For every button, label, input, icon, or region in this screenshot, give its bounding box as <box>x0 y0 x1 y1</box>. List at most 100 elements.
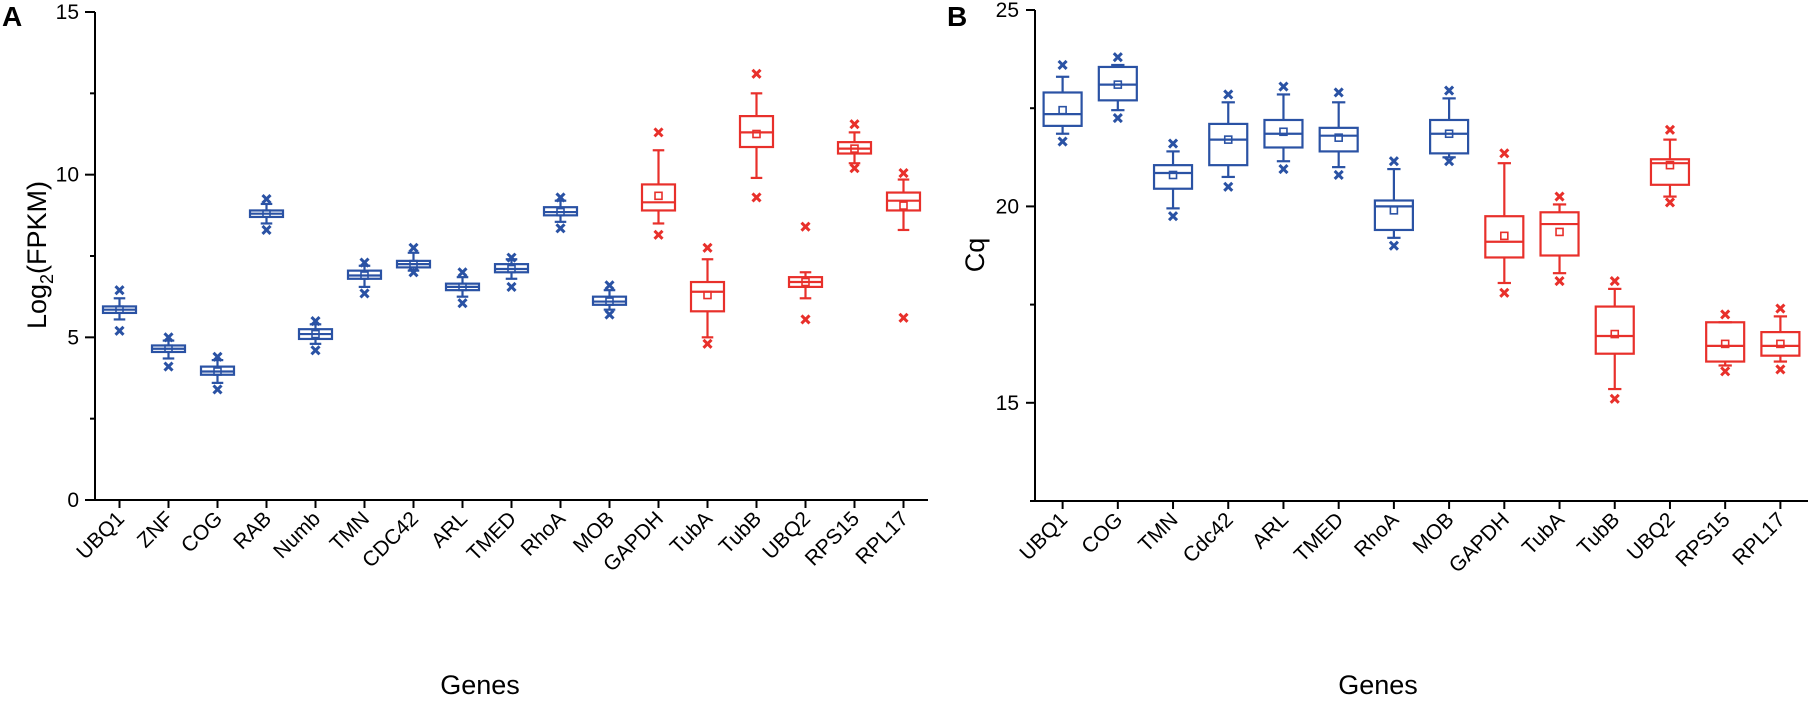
panel-a-x-axis-title: Genes <box>440 670 520 700</box>
mean-marker <box>1720 339 1730 349</box>
outlier-marker <box>359 288 370 299</box>
box-iqr <box>640 183 677 212</box>
outlier-marker <box>114 285 125 296</box>
outlier-marker <box>1278 164 1289 175</box>
x-category-label: TubA <box>666 507 717 558</box>
mean-marker <box>262 209 271 219</box>
mean-marker <box>1555 227 1564 237</box>
outlier-stroke <box>1664 197 1676 208</box>
outlier-marker <box>1720 366 1731 377</box>
outlier-stroke <box>408 242 419 253</box>
outlier-stroke <box>604 309 615 320</box>
box-ARL: ARL <box>427 267 481 552</box>
x-category-label: COG <box>177 507 227 557</box>
outlier-stroke <box>751 192 762 203</box>
box-COG: COG <box>1077 52 1138 558</box>
outlier-stroke <box>114 285 125 296</box>
panel-a-letter: A <box>2 1 22 32</box>
y-tick-label: 15 <box>996 392 1019 415</box>
outlier-marker <box>359 257 370 268</box>
outlier-stroke <box>1720 366 1731 377</box>
x-category-label: TMN <box>1134 508 1182 556</box>
outlier-stroke <box>1112 52 1123 63</box>
x-category-label: RPS15 <box>801 507 864 570</box>
mean-marker <box>1113 80 1123 89</box>
outlier-marker <box>506 281 517 292</box>
outlier-marker <box>898 312 909 323</box>
box-ARL: ARL <box>1248 81 1304 553</box>
mean-marker <box>164 344 173 354</box>
box-COG: COG <box>177 351 236 557</box>
outlier-marker <box>1664 197 1676 208</box>
outlier-marker <box>310 316 321 327</box>
y-tick-label: 15 <box>56 1 79 24</box>
outlier-marker <box>604 309 615 320</box>
box-TMN: TMN <box>1134 138 1194 557</box>
outlier-stroke <box>555 192 566 203</box>
box-iqr <box>1649 158 1691 186</box>
panel-b-x-axis-title: Genes <box>1338 670 1418 700</box>
mean-marker <box>556 207 565 217</box>
mean-marker <box>1665 160 1675 170</box>
outlier-marker <box>800 221 811 232</box>
outlier-marker <box>1499 287 1510 298</box>
x-category-label: COG <box>1077 508 1127 558</box>
box-TMN: TMN <box>326 257 383 556</box>
outlier-stroke <box>1057 136 1068 147</box>
outlier-stroke <box>1333 87 1344 98</box>
x-category-label: ZNF <box>133 507 178 552</box>
outlier-stroke <box>653 229 664 240</box>
outlier-marker <box>114 325 125 336</box>
outlier-stroke <box>1278 164 1289 175</box>
box-iqr <box>1760 330 1801 357</box>
box-iqr <box>1429 118 1470 155</box>
x-category-label: Numb <box>269 507 325 563</box>
box-iqr <box>1042 91 1083 127</box>
outlier-stroke <box>212 351 223 362</box>
outlier-marker <box>506 252 517 263</box>
box-iqr <box>1152 164 1194 190</box>
mean-marker <box>1058 105 1067 115</box>
outlier-marker <box>1057 59 1068 71</box>
outlier-marker <box>1167 211 1179 222</box>
x-category-label: TubB <box>1573 508 1624 559</box>
x-category-label: TubB <box>715 507 766 558</box>
box-GAPDH: GAPDH <box>1445 148 1525 577</box>
outlier-marker <box>1388 156 1399 167</box>
y-tick-label: 10 <box>56 164 79 187</box>
outlier-stroke <box>310 345 321 356</box>
outlier-marker <box>1554 275 1565 287</box>
box-ZNF: ZNF <box>133 332 187 552</box>
box-Numb: Numb <box>269 316 334 563</box>
box-TubB: TubB <box>715 68 775 558</box>
outlier-stroke <box>1775 364 1786 375</box>
outlier-stroke <box>1167 211 1179 222</box>
outlier-stroke <box>702 338 713 349</box>
box-UBQ1: UBQ1 <box>1015 59 1083 565</box>
outlier-marker <box>555 192 566 203</box>
box-TMED: TMED <box>463 252 530 566</box>
outlier-marker <box>1278 81 1289 92</box>
panel-a-y-axis-title-sub: 2 <box>37 274 57 284</box>
mean-marker <box>1279 127 1288 137</box>
outlier-marker <box>653 127 664 138</box>
mean-marker <box>115 305 124 314</box>
x-category-label: MOB <box>1409 508 1459 558</box>
outlier-stroke <box>1499 148 1510 159</box>
outlier-stroke <box>604 280 615 291</box>
outlier-stroke <box>457 267 468 278</box>
mean-marker <box>458 282 467 292</box>
mean-marker <box>850 144 859 153</box>
x-category-label: Cdc42 <box>1179 508 1238 567</box>
y-tick-label: 5 <box>67 326 79 349</box>
outlier-stroke <box>1664 124 1676 135</box>
outlier-marker <box>1775 364 1786 375</box>
box-iqr <box>1208 122 1249 167</box>
box-TubA: TubA <box>1518 191 1580 559</box>
mean-marker <box>654 191 663 201</box>
outlier-stroke <box>1554 191 1565 202</box>
outlier-stroke <box>261 194 272 205</box>
outlier-marker <box>1112 112 1123 124</box>
x-category-label: TMED <box>1290 508 1348 566</box>
